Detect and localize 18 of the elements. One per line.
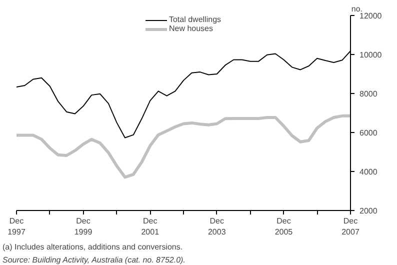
y-tick-label: 4000 [360,168,378,176]
y-tick-label: 6000 [360,128,378,138]
legend-label: Total dwellings [168,15,222,24]
x-tick-label: Dec 2001 [141,216,160,236]
x-tick-label: Dec 2005 [274,216,294,236]
line-series [16,114,350,179]
x-tick-label: Dec 2003 [208,216,226,236]
x-tick-label: Dec 1997 [8,216,26,236]
x-tick-label: Dec 2007 [342,216,360,236]
y-tick-label: 12000 [360,12,382,20]
x-tick-label: Dec 1999 [74,216,93,236]
y-tick-label: 10000 [360,50,382,60]
source-note: Source: Building Activity, Australia (cat. no. 8752.0). [2,256,186,264]
y-tick-label: 8000 [360,90,378,98]
y-axis-title: no. [351,4,363,14]
y-tick-label: 2000 [360,206,378,216]
legend-label: New houses [168,24,214,33]
text: (a) Includes alterations, additions and conversions. [2,242,183,252]
